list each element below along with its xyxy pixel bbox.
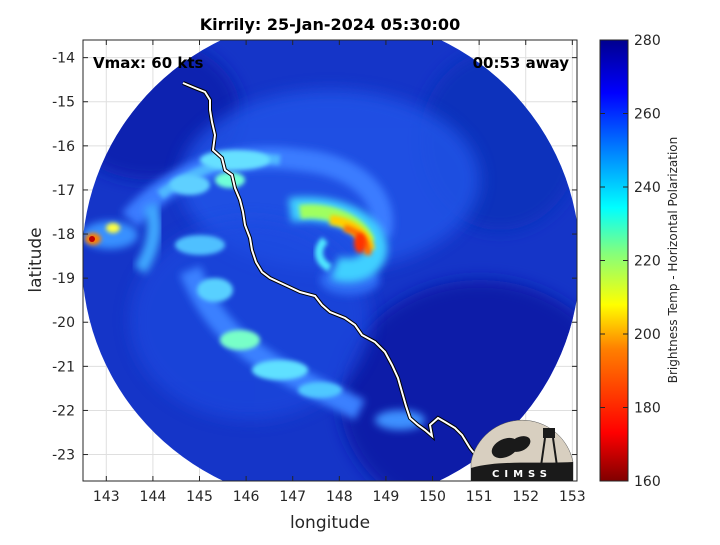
x-tick-label: 145: [186, 489, 213, 505]
x-tick-label: 144: [140, 489, 167, 505]
x-tick-label: 152: [512, 489, 539, 505]
y-tick-label: -16: [52, 139, 75, 155]
colorbar-ticks: 160 180 200 220 240 260 280: [600, 33, 661, 490]
coastline-highlight: [182, 82, 479, 459]
y-tick-label: -18: [52, 227, 75, 243]
vmax-annotation: Vmax: 60 kts: [93, 54, 203, 72]
cimss-logo: CIMSS: [470, 419, 574, 482]
plot-frame: [82, 39, 578, 482]
colorbar-tick-label: 200: [634, 327, 661, 343]
colorbar-tick-label: 180: [634, 401, 661, 417]
colorbar-tick-label: 220: [634, 254, 661, 270]
y-tick-label: -15: [52, 95, 75, 111]
x-tick-label: 149: [373, 489, 400, 505]
colorbar-tick-label: 240: [634, 180, 661, 196]
x-tick-label: 153: [559, 489, 586, 505]
chart-title: Kirrily: 25-Jan-2024 05:30:00: [200, 15, 460, 34]
y-tick-label: -17: [52, 183, 75, 199]
brightness-temp-swath: [83, 40, 577, 481]
x-tick-label: 151: [466, 489, 493, 505]
colorbar-label: Brightness Temp - Horizontal Polarizatio…: [666, 137, 680, 384]
y-axis-label: latitude: [26, 227, 46, 292]
y-axis: -14 -15 -16 -17 -18 -19 -20 -21 -22 -23: [52, 51, 577, 464]
water-tower-icon: [543, 428, 555, 438]
x-tick-label: 150: [419, 489, 446, 505]
x-tick-label: 146: [233, 489, 260, 505]
y-tick-label: -19: [52, 271, 75, 287]
y-tick-label: -23: [52, 448, 75, 464]
y-tick-label: -20: [52, 315, 75, 331]
time-away-annotation: 00:53 away: [473, 54, 570, 72]
x-tick-label: 147: [279, 489, 306, 505]
data-layer: [83, 40, 577, 481]
x-tick-label: 148: [326, 489, 353, 505]
logo-text: CIMSS: [492, 469, 552, 480]
colorbar-tick-label: 160: [634, 474, 661, 490]
x-axis: 143 144 145 146 147 148 149 150 151 152 153: [93, 40, 586, 505]
x-tick-label: 143: [93, 489, 120, 505]
y-tick-label: -21: [52, 359, 75, 375]
x-axis-label: longitude: [290, 513, 370, 533]
colorbar-tick-label: 260: [634, 107, 661, 123]
colorbar-tick-label: 280: [634, 33, 661, 49]
y-tick-label: -22: [52, 403, 75, 419]
y-tick-label: -14: [52, 51, 75, 67]
